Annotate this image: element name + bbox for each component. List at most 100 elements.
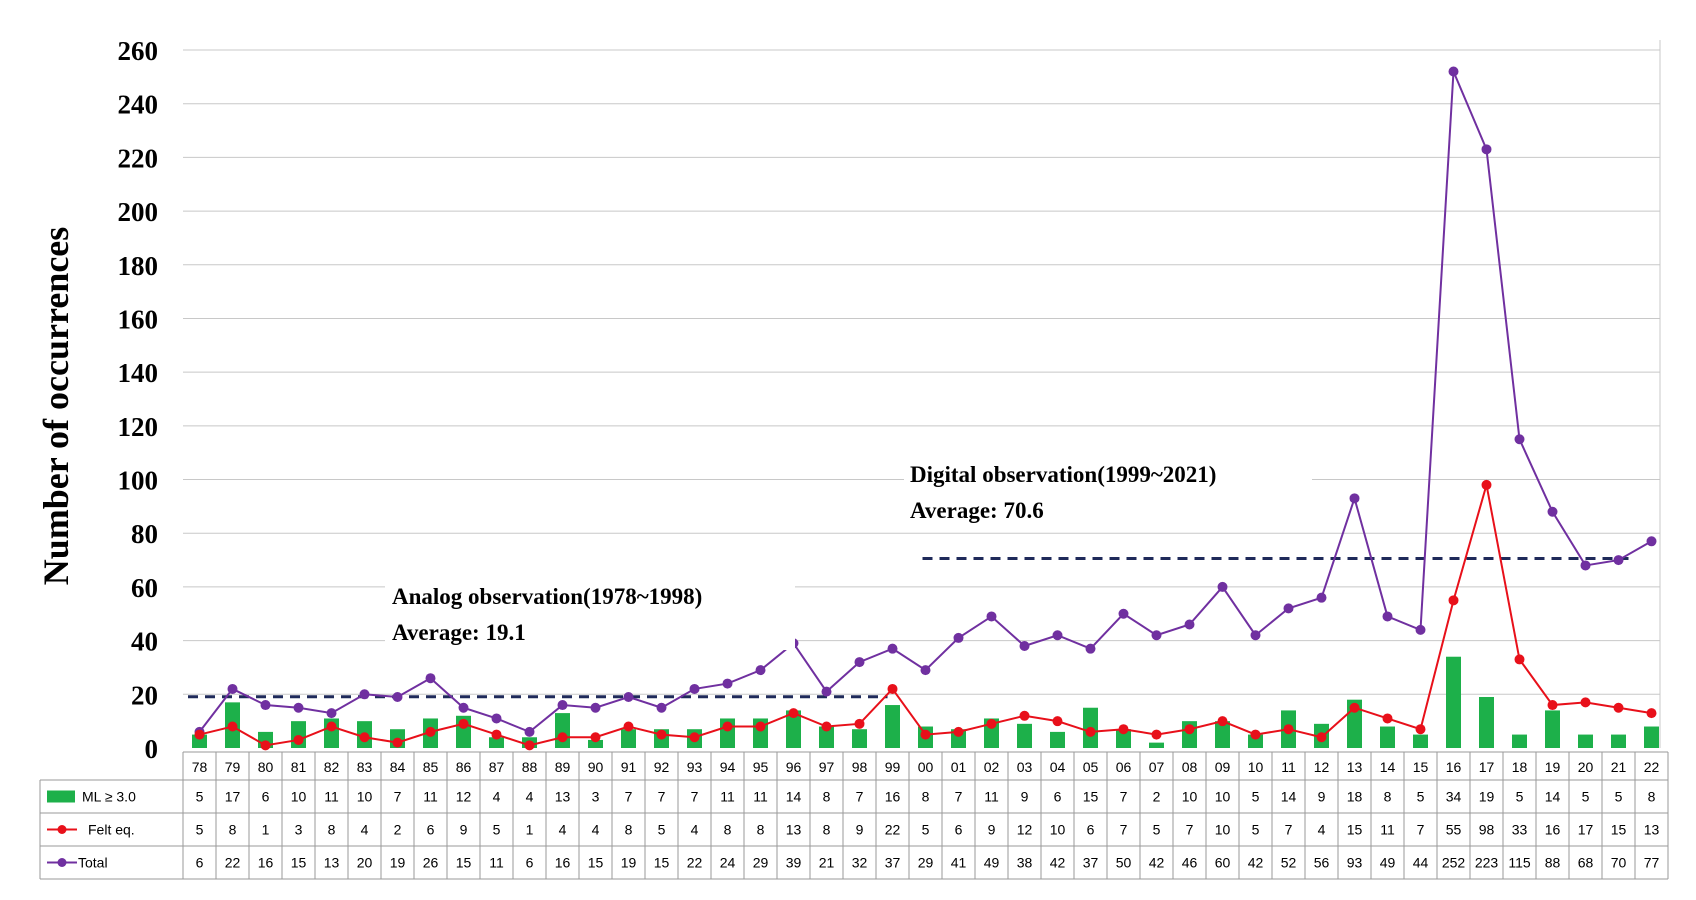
table-cell: 14 [1281, 789, 1297, 805]
table-cell: 52 [1281, 855, 1297, 871]
table-cell: 13 [1644, 822, 1660, 838]
table-cell: 8 [823, 789, 831, 805]
point-total-15 [1415, 624, 1426, 635]
x-tick-label: 04 [1050, 759, 1066, 775]
table-cell: 5 [1252, 822, 1260, 838]
table-cell: 46 [1182, 855, 1198, 871]
legend-key-ml [47, 790, 75, 803]
table-cell: 8 [1648, 789, 1656, 805]
table-cell: 15 [1083, 789, 1099, 805]
x-tick-label: 05 [1083, 759, 1099, 775]
x-tick-label: 88 [522, 759, 538, 775]
table-cell: 7 [1417, 822, 1425, 838]
x-tick-label: 08 [1182, 759, 1198, 775]
table-cell: 60 [1215, 855, 1231, 871]
table-cell: 6 [427, 822, 435, 838]
table-cell: 6 [526, 855, 534, 871]
table-cell: 33 [1512, 822, 1528, 838]
table-cell: 7 [1120, 789, 1128, 805]
table-cell: 7 [1120, 822, 1128, 838]
point-total-99 [887, 643, 898, 654]
table-cell: 5 [1252, 789, 1260, 805]
table-cell: 7 [394, 789, 402, 805]
x-tick-label: 19 [1545, 759, 1561, 775]
table-cell: 14 [1545, 789, 1561, 805]
point-total-10 [1250, 630, 1261, 641]
point-total-79 [227, 683, 238, 694]
x-tick-label: 90 [588, 759, 604, 775]
bar-ml-91 [621, 729, 636, 748]
table-cell: 37 [885, 855, 901, 871]
point-total-86 [458, 702, 469, 713]
table-cell: 5 [1582, 789, 1590, 805]
x-tick-label: 22 [1644, 759, 1660, 775]
table-cell: 9 [1318, 789, 1326, 805]
x-tick-label: 78 [192, 759, 208, 775]
point-felt-10 [1250, 729, 1261, 740]
y-tick-label: 0 [145, 734, 159, 764]
table-cell: 6 [262, 789, 270, 805]
bar-ml-18 [1512, 734, 1527, 748]
table-cell: 8 [1384, 789, 1392, 805]
legend-label-ml: ML ≥ 3.0 [82, 789, 136, 805]
x-tick-label: 80 [258, 759, 274, 775]
table-cell: 15 [1611, 822, 1627, 838]
table-cell: 37 [1083, 855, 1099, 871]
legend-label-total: Total [78, 855, 108, 871]
point-felt-03 [1019, 710, 1030, 721]
point-felt-94 [722, 721, 733, 732]
table-cell: 42 [1248, 855, 1264, 871]
bar-ml-09 [1215, 721, 1230, 748]
bar-ml-97 [819, 726, 834, 748]
point-felt-13 [1349, 702, 1360, 713]
point-felt-87 [491, 729, 502, 740]
point-felt-01 [953, 726, 964, 737]
table-cell: 22 [225, 855, 241, 871]
data-table: 78 79 80 81 82 83 84 85 86 87 88 89 90 91 92 93 94 95 96 97… [39, 751, 1669, 880]
table-cell: 4 [559, 822, 567, 838]
table-cell: 4 [361, 822, 369, 838]
point-total-94 [722, 678, 733, 689]
point-felt-85 [425, 726, 436, 737]
table-cell: 15 [1347, 822, 1363, 838]
x-tick-label: 91 [621, 759, 637, 775]
point-felt-00 [920, 729, 931, 740]
point-total-21 [1613, 555, 1624, 566]
bar-ml-22 [1644, 726, 1659, 748]
bar-ml-10 [1248, 734, 1263, 748]
x-tick-label: 12 [1314, 759, 1330, 775]
table-cell: 11 [720, 789, 735, 805]
x-tick-label: 86 [456, 759, 472, 775]
point-total-93 [689, 683, 700, 694]
x-tick-label: 09 [1215, 759, 1231, 775]
table-cell: 5 [1516, 789, 1524, 805]
x-tick-label: 21 [1611, 759, 1627, 775]
table-cell: 17 [1578, 822, 1594, 838]
table-cell: 22 [687, 855, 703, 871]
table-cell: 10 [291, 789, 307, 805]
table-cell: 98 [1479, 822, 1495, 838]
bar-ml-03 [1017, 723, 1032, 748]
y-tick-label: 80 [131, 519, 158, 549]
point-felt-81 [293, 734, 304, 745]
table-cell: 4 [691, 822, 699, 838]
point-total-97 [821, 686, 832, 697]
point-total-82 [326, 708, 337, 719]
table-cell: 6 [955, 822, 963, 838]
x-tick-label: 85 [423, 759, 439, 775]
table-cell: 6 [1054, 789, 1062, 805]
table-cell: 13 [555, 789, 571, 805]
point-total-17 [1481, 144, 1492, 155]
point-felt-04 [1052, 716, 1063, 727]
point-total-12 [1316, 592, 1327, 603]
bar-ml-98 [852, 729, 867, 748]
point-total-07 [1151, 630, 1162, 641]
y-tick-label: 40 [131, 627, 158, 657]
analog-annotation-title: Analog observation(1978~1998) [392, 584, 702, 609]
x-tick-label: 82 [324, 759, 340, 775]
table-cell: 15 [654, 855, 670, 871]
table-cell: 8 [328, 822, 336, 838]
point-total-14 [1382, 611, 1393, 622]
table-cell: 20 [357, 855, 373, 871]
table-cell: 19 [621, 855, 637, 871]
